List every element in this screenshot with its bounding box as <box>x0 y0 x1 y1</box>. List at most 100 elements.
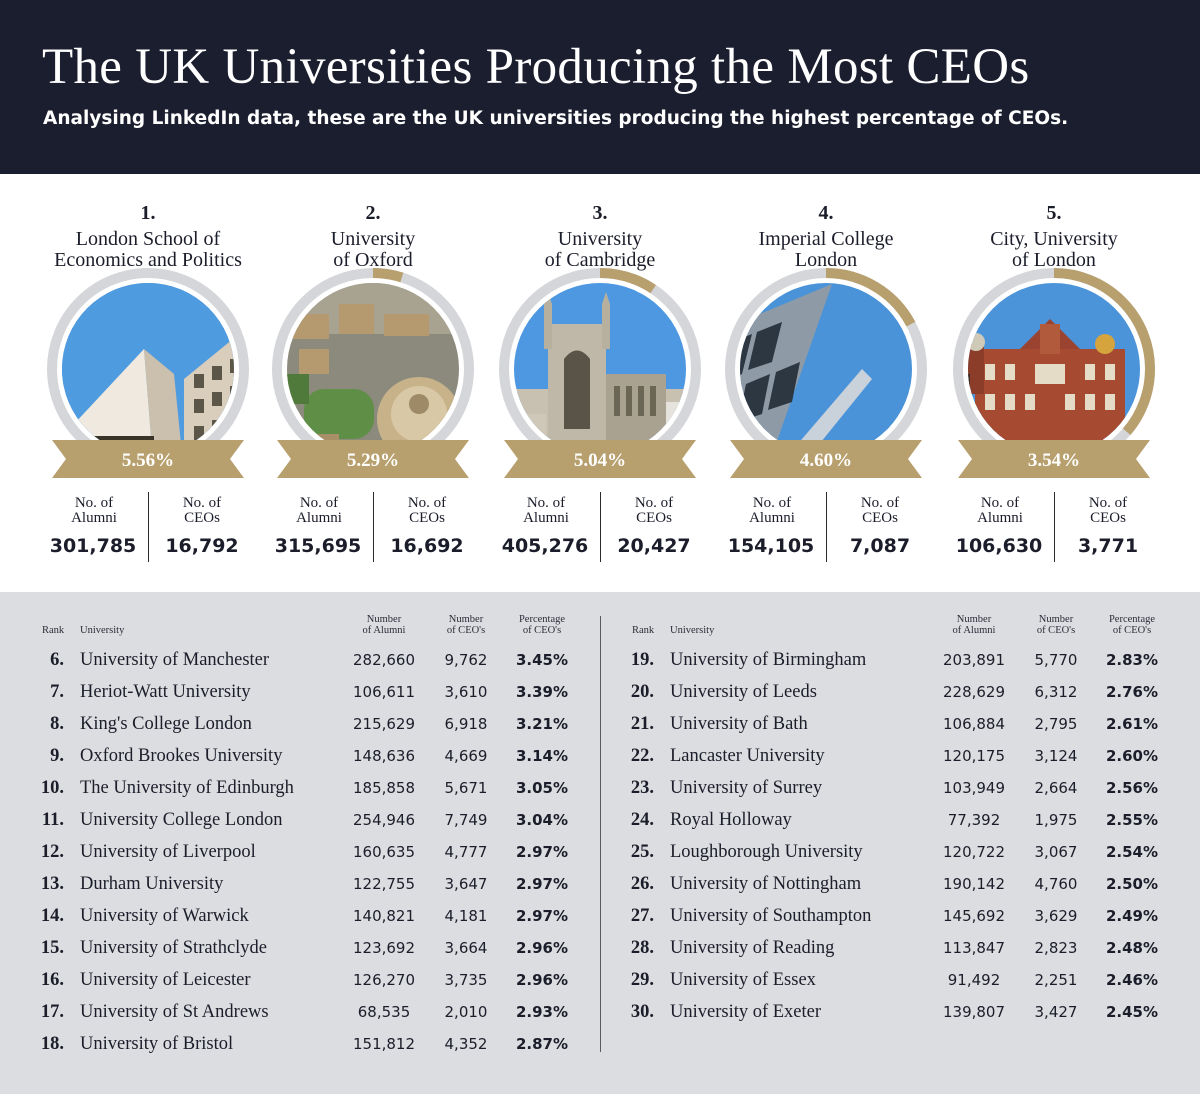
top-university-card: 4. Imperial College London 4.60% No. of A… <box>712 174 940 592</box>
stat-divider <box>148 492 149 562</box>
row-rank: 21. <box>630 714 654 734</box>
row-alumni: 120,175 <box>942 747 1006 765</box>
alumni-count: 154,105 <box>727 535 815 557</box>
row-percentage: 2.49% <box>1105 907 1159 925</box>
row-university: University of Liverpool <box>80 842 256 862</box>
ceos-count: 7,087 <box>849 535 911 557</box>
row-percentage: 2.45% <box>1105 1003 1159 1021</box>
row-percentage: 2.46% <box>1105 971 1159 989</box>
row-percentage: 2.96% <box>515 939 569 957</box>
alumni-count: 405,276 <box>501 535 589 557</box>
row-alumni: 190,142 <box>942 875 1006 893</box>
row-university: University of Leicester <box>80 970 251 990</box>
row-rank: 14. <box>40 906 64 926</box>
row-rank: 13. <box>40 874 64 894</box>
table-row: 11. University College London 254,946 7,… <box>0 810 1200 842</box>
row-ceos: 4,777 <box>444 843 488 861</box>
row-university: Loughborough University <box>670 842 863 862</box>
table-row: 7. Heriot-Watt University 106,611 3,610 … <box>0 682 1200 714</box>
row-percentage: 2.76% <box>1105 683 1159 701</box>
row-ceos: 2,823 <box>1034 939 1078 957</box>
row-alumni: 126,270 <box>352 971 416 989</box>
row-university: Durham University <box>80 874 224 894</box>
percentage-ring <box>499 268 701 470</box>
table-row: 16. University of Leicester 126,270 3,73… <box>0 970 1200 1002</box>
table-row: 8. King's College London 215,629 6,918 3… <box>0 714 1200 746</box>
stat-divider <box>826 492 827 562</box>
row-alumni: 151,812 <box>352 1035 416 1053</box>
row-percentage: 2.50% <box>1105 875 1159 893</box>
card-name-line1: Imperial College <box>758 228 894 250</box>
table-row: 25. Loughborough University 120,722 3,06… <box>0 842 1200 874</box>
row-ceos: 3,647 <box>444 875 488 893</box>
row-rank: 29. <box>630 970 654 990</box>
card-name-line2: of Cambridge <box>544 249 656 271</box>
row-university: University of St Andrews <box>80 1002 269 1022</box>
row-alumni: 120,722 <box>942 843 1006 861</box>
row-percentage: 2.97% <box>515 907 569 925</box>
card-name-line1: University <box>330 228 416 250</box>
row-university: University of Essex <box>670 970 816 990</box>
row-rank: 6. <box>50 650 64 670</box>
row-percentage: 3.05% <box>515 779 569 797</box>
alumni-count: 106,630 <box>955 535 1043 557</box>
percentage-ring <box>725 268 927 470</box>
page-subtitle: Analysing LinkedIn data, these are the U… <box>43 108 1069 129</box>
table-row: 27. University of Southampton 145,692 3,… <box>0 906 1200 938</box>
row-alumni: 282,660 <box>352 651 416 669</box>
row-university: University of Birmingham <box>670 650 867 670</box>
table-row: 13. Durham University 122,755 3,647 2.97… <box>0 874 1200 906</box>
row-university: Oxford Brookes University <box>80 746 283 766</box>
row-ceos: 3,067 <box>1034 843 1078 861</box>
row-ceos: 2,251 <box>1034 971 1078 989</box>
header-rank: Rank <box>42 625 65 636</box>
top-university-card: 2. University of Oxford 5.29% No. of Alum… <box>259 174 487 592</box>
row-university: Royal Holloway <box>670 810 792 830</box>
row-percentage: 2.55% <box>1105 811 1159 829</box>
row-rank: 24. <box>630 810 654 830</box>
card-name-line1: City, University <box>990 228 1118 250</box>
ceos-label: No. of CEOs <box>182 495 222 526</box>
header-ceos: Number of CEO's <box>446 614 486 636</box>
table-row: 17. University of St Andrews 68,535 2,01… <box>0 1002 1200 1034</box>
row-university: Lancaster University <box>670 746 825 766</box>
table-row: 26. University of Nottingham 190,142 4,7… <box>0 874 1200 906</box>
row-alumni: 140,821 <box>352 907 416 925</box>
table-row: 29. University of Essex 91,492 2,251 2.4… <box>0 970 1200 1002</box>
card-name-line2: Economics and Politics <box>54 249 242 271</box>
row-ceos: 4,181 <box>444 907 488 925</box>
percentage-ribbon <box>52 440 244 478</box>
header-rank: Rank <box>632 625 655 636</box>
table-row: 24. Royal Holloway 77,392 1,975 2.55% <box>0 810 1200 842</box>
row-alumni: 122,755 <box>352 875 416 893</box>
percentage-ring <box>47 268 249 470</box>
row-ceos: 4,352 <box>444 1035 488 1053</box>
table-row: 18. University of Bristol 151,812 4,352 … <box>0 1034 1200 1066</box>
top-university-card: 1. London School of Economics and Politi… <box>34 174 262 592</box>
header-alumni: Number of Alumni <box>362 614 406 636</box>
header-percentage: Percentage of CEO's <box>518 614 566 636</box>
row-percentage: 2.93% <box>515 1003 569 1021</box>
row-university: Heriot-Watt University <box>80 682 251 702</box>
table-row: 19. University of Birmingham 203,891 5,7… <box>0 650 1200 682</box>
row-ceos: 3,610 <box>444 683 488 701</box>
table-row: 23. University of Surrey 103,949 2,664 2… <box>0 778 1200 810</box>
ceos-label: No. of CEOs <box>1088 495 1128 526</box>
row-alumni: 148,636 <box>352 747 416 765</box>
row-university: University of Warwick <box>80 906 249 926</box>
row-alumni: 139,807 <box>942 1003 1006 1021</box>
card-university-name: London School of Economics and Politics <box>24 229 272 271</box>
stat-divider <box>373 492 374 562</box>
row-percentage: 2.96% <box>515 971 569 989</box>
row-rank: 10. <box>40 778 64 798</box>
row-ceos: 4,760 <box>1034 875 1078 893</box>
card-rank: 1. <box>140 202 156 224</box>
row-ceos: 3,629 <box>1034 907 1078 925</box>
card-name-line1: London School of <box>75 228 221 250</box>
header-banner: The UK Universities Producing the Most C… <box>0 0 1200 174</box>
row-university: University College London <box>80 810 283 830</box>
row-alumni: 106,611 <box>352 683 416 701</box>
row-alumni: 160,635 <box>352 843 416 861</box>
card-name-line2: of London <box>1012 249 1096 271</box>
card-university-name: University of Oxford <box>249 229 497 271</box>
